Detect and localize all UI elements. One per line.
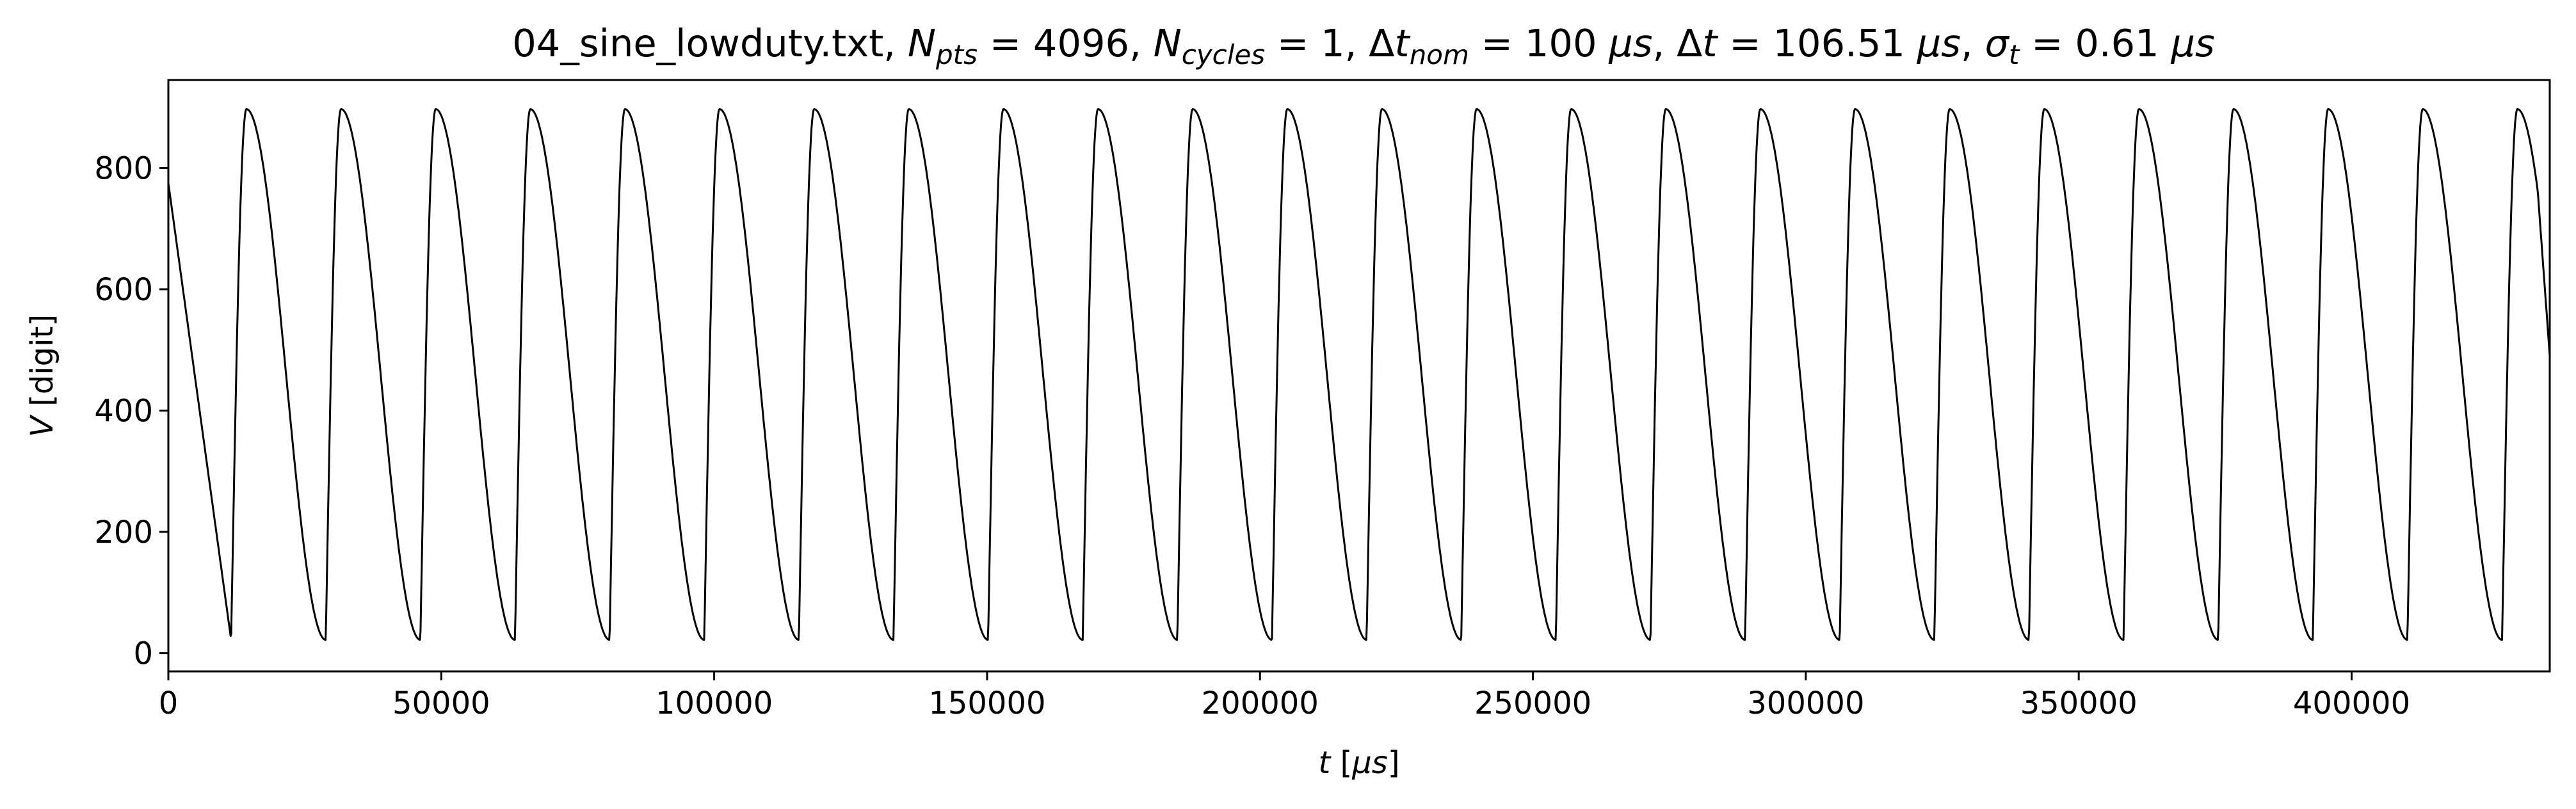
x-tick-label: 350000 <box>2020 685 2137 721</box>
y-tick-label: 0 <box>133 636 153 672</box>
x-tick-label: 250000 <box>1474 685 1591 721</box>
x-tick-label: 200000 <box>1202 685 1319 721</box>
x-tick-label: 400000 <box>2293 685 2410 721</box>
x-tick-label: 0 <box>159 685 179 721</box>
x-axis-label: t [μs] <box>1318 745 1399 781</box>
chart-title: 04_sine_lowduty.txt, Npts = 4096, Ncycle… <box>512 21 2214 70</box>
y-tick-label: 400 <box>94 393 153 429</box>
x-axis: 0 50000 100000 150000 200000 250000 300000 3500… <box>159 671 2410 721</box>
y-tick-label: 800 <box>94 150 153 186</box>
plot-area-frame <box>167 79 2551 673</box>
y-tick-label: 200 <box>94 515 153 550</box>
x-tick-label: 50000 <box>392 685 490 721</box>
x-tick-label: 300000 <box>1747 685 1864 721</box>
title-filename: 04_sine_lowduty.txt, <box>512 21 908 65</box>
x-tick-label: 100000 <box>656 685 773 721</box>
y-tick-label: 600 <box>94 272 153 308</box>
series-line <box>167 108 2551 641</box>
y-axis-label: V [digit] <box>24 314 60 437</box>
x-tick-label: 150000 <box>928 685 1045 721</box>
y-axis: 0 200 400 600 800 <box>94 150 168 672</box>
